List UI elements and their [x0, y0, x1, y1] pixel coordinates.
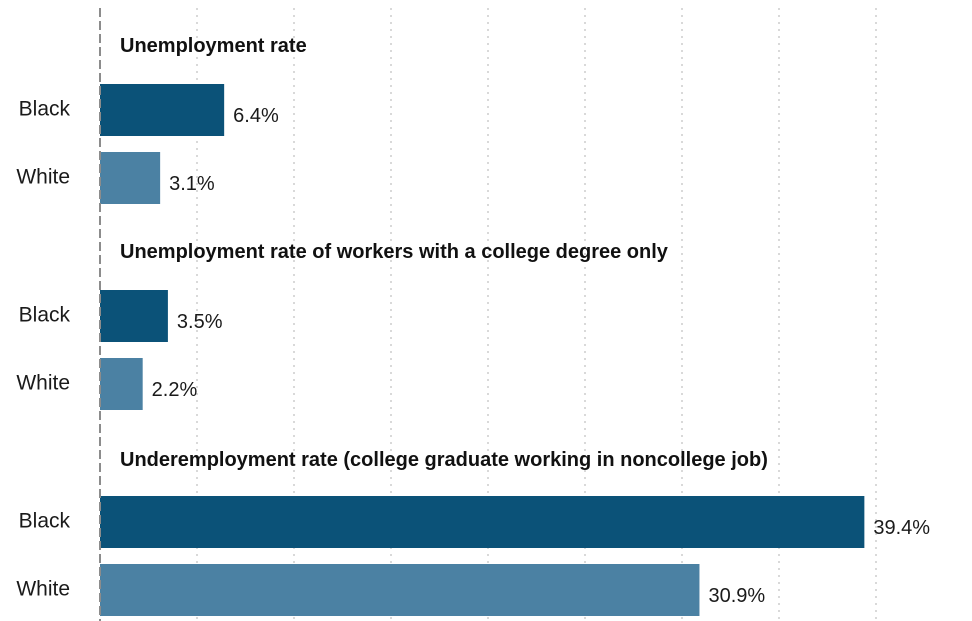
- bar-white: [100, 564, 700, 616]
- value-label: 6.4%: [233, 105, 279, 127]
- value-label: 2.2%: [152, 379, 198, 401]
- bar-black: [100, 290, 168, 342]
- labels: Unemployment rate Black 6.4% White 3.1% Unemp…: [16, 35, 930, 607]
- category-label: Black: [19, 304, 71, 327]
- group-title: Unemployment rate of workers with a coll…: [120, 241, 669, 263]
- value-label: 3.1%: [169, 173, 215, 195]
- value-label: 39.4%: [873, 517, 930, 539]
- category-label: White: [16, 166, 70, 189]
- value-label: 30.9%: [708, 585, 765, 607]
- bar-black: [100, 84, 225, 136]
- bar-black: [100, 496, 865, 548]
- category-label: Black: [19, 98, 71, 121]
- group-title: Underemployment rate (college graduate w…: [120, 449, 768, 471]
- value-label: 3.5%: [177, 311, 223, 333]
- category-label: Black: [19, 510, 71, 533]
- bar-white: [100, 358, 143, 410]
- bars: [100, 84, 865, 616]
- group-title: Unemployment rate: [120, 35, 307, 57]
- category-label: White: [16, 578, 70, 601]
- category-label: White: [16, 372, 70, 395]
- bar-white: [100, 152, 161, 204]
